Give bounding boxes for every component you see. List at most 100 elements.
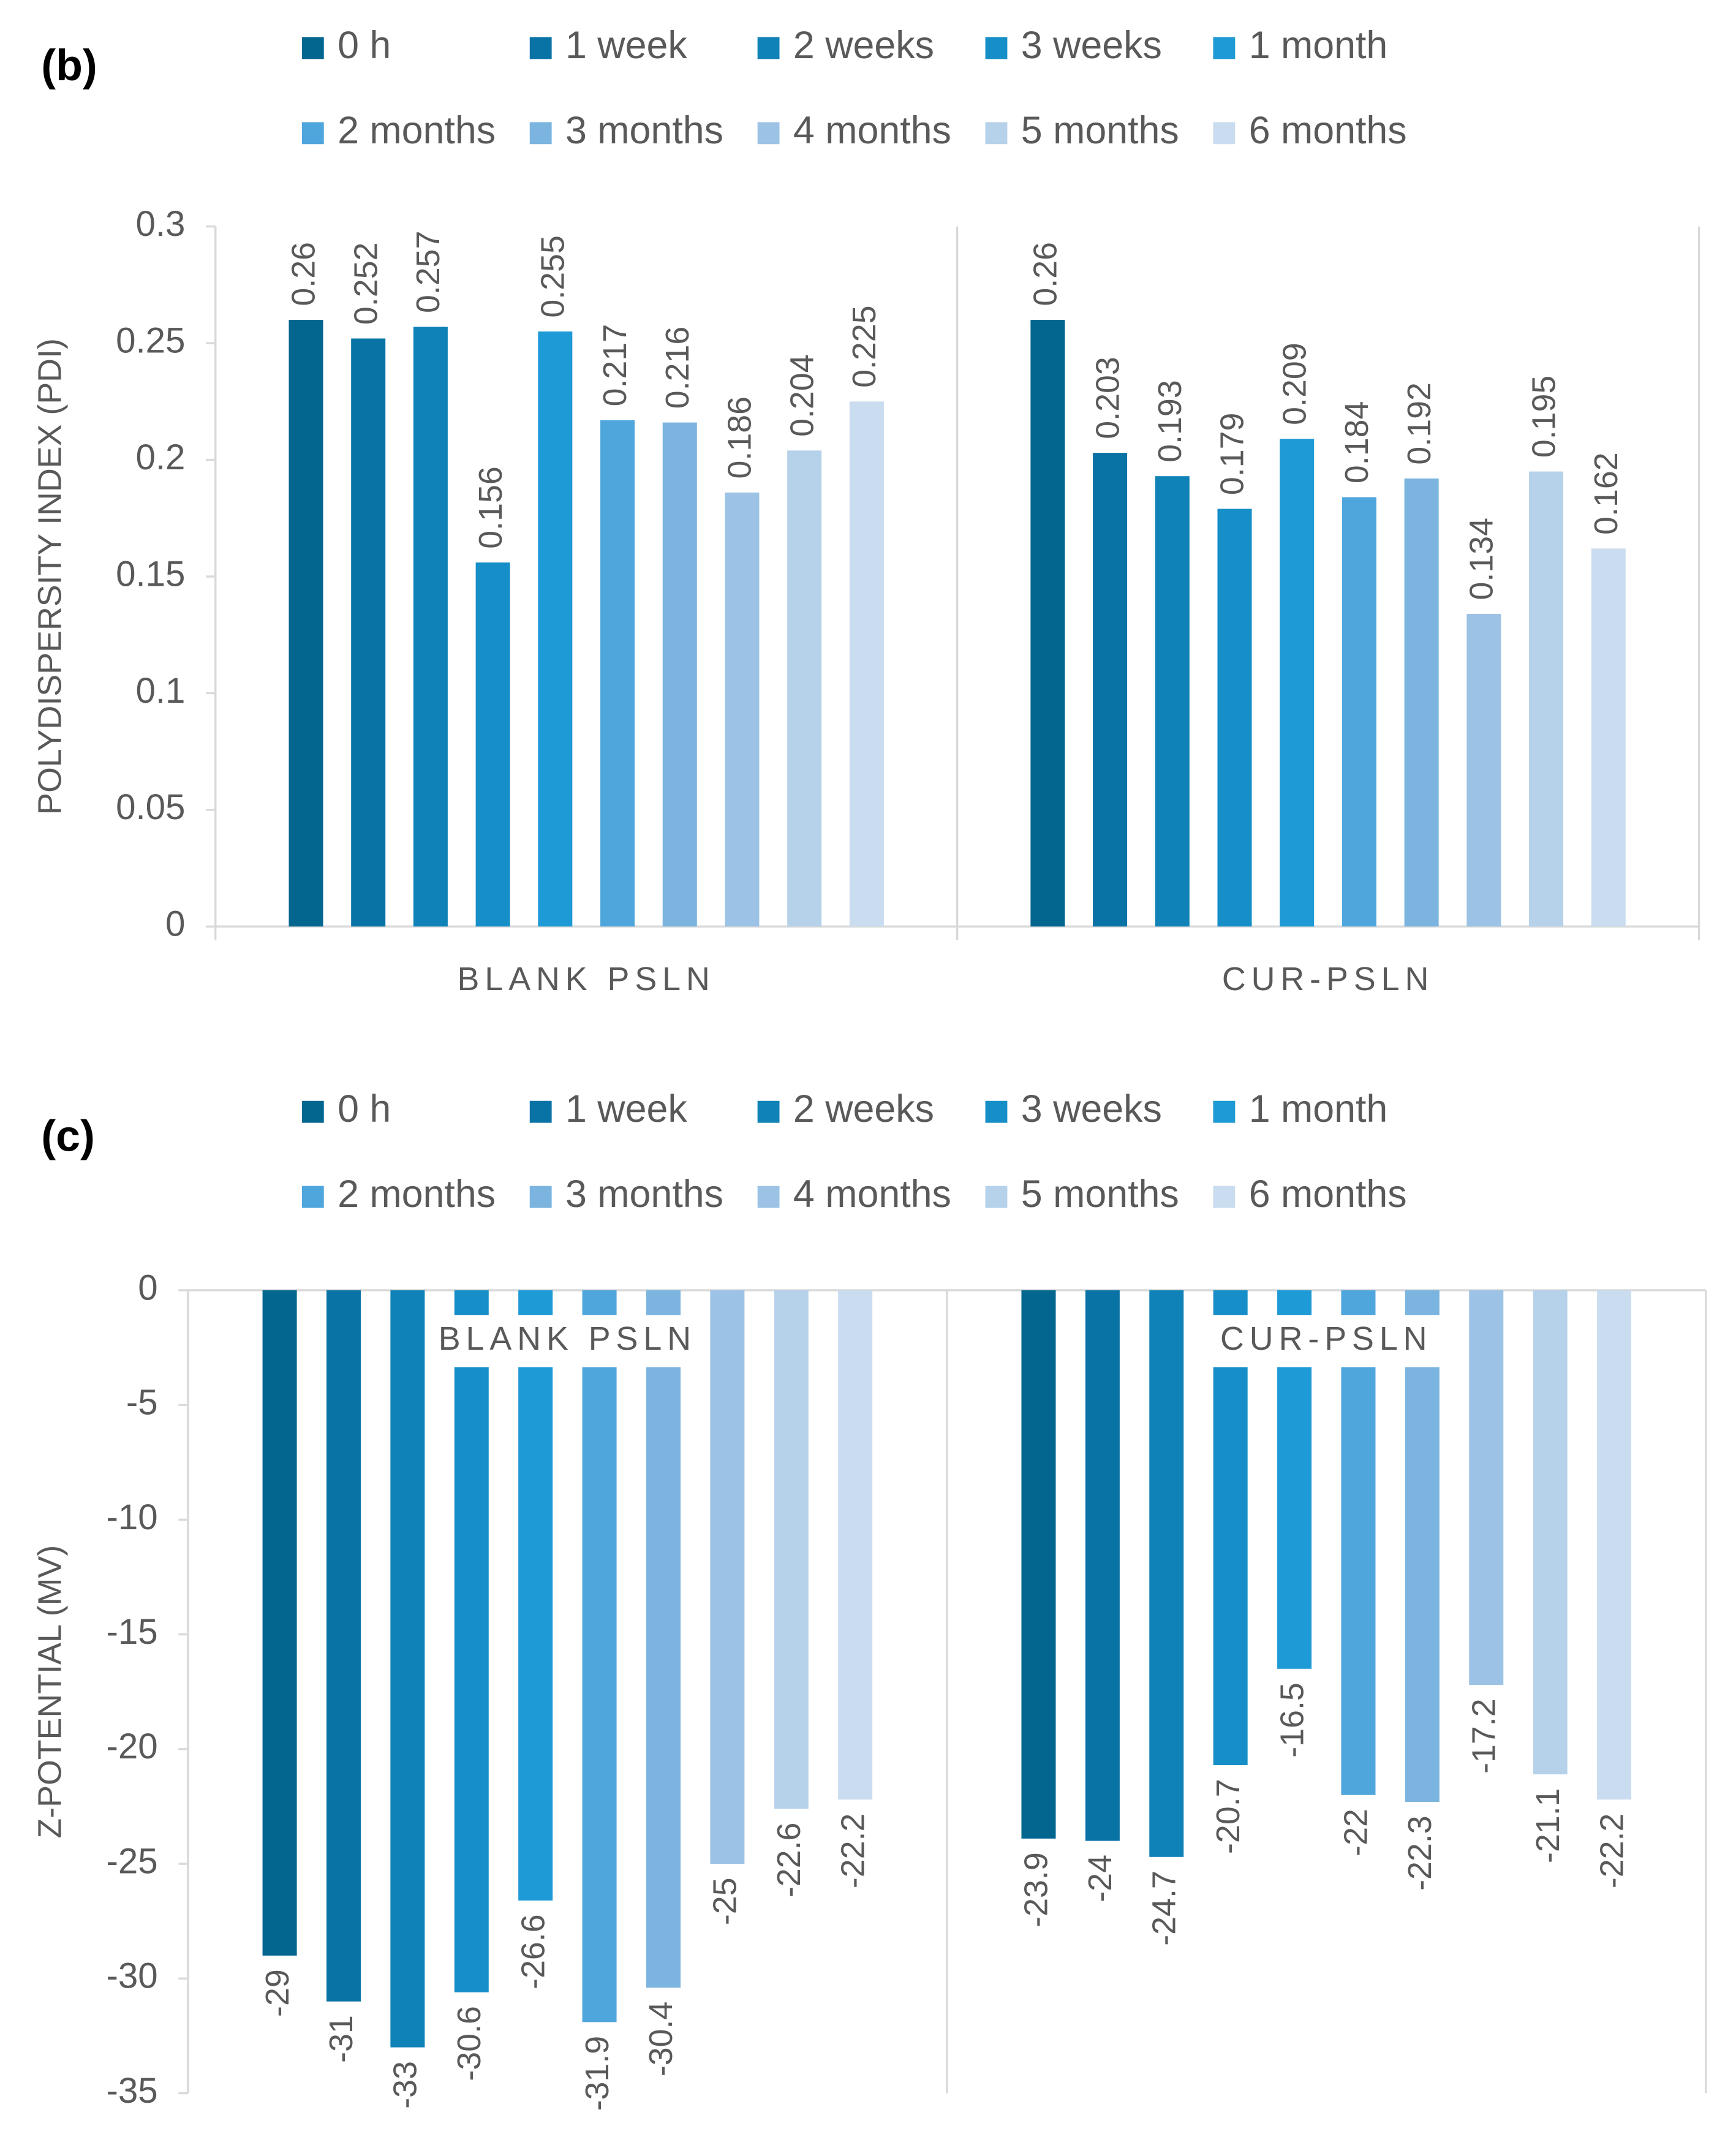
data-label: -31 bbox=[323, 2015, 360, 2063]
legend-label: 2 weeks bbox=[793, 24, 934, 67]
legend-label: 4 months bbox=[793, 1173, 951, 1216]
data-label: 0.26 bbox=[1027, 242, 1064, 306]
data-label: 0.162 bbox=[1588, 452, 1625, 535]
bar bbox=[1093, 453, 1128, 927]
data-label: 0.204 bbox=[783, 354, 820, 437]
bar bbox=[475, 562, 510, 927]
data-label: -33 bbox=[387, 2061, 424, 2109]
data-label: -22.6 bbox=[771, 1823, 807, 1898]
data-label: 0.156 bbox=[472, 466, 509, 549]
category-label-bg bbox=[1189, 1315, 1464, 1368]
bar bbox=[725, 492, 760, 927]
bar bbox=[1030, 320, 1065, 927]
data-label: -24 bbox=[1082, 1855, 1119, 1902]
y-tick-label: -25 bbox=[106, 1841, 157, 1881]
legend-swatch bbox=[757, 1186, 780, 1208]
data-label: -26.6 bbox=[515, 1914, 551, 1989]
legend-label: 0 h bbox=[338, 1088, 391, 1130]
bar bbox=[1217, 509, 1252, 927]
legend-label: 1 week bbox=[565, 1088, 687, 1130]
legend-swatch bbox=[1213, 122, 1236, 145]
legend-label: 3 months bbox=[565, 1173, 723, 1216]
data-label: 0.255 bbox=[535, 235, 572, 318]
legend-swatch bbox=[757, 122, 780, 145]
legend-swatch bbox=[529, 1100, 552, 1123]
bar bbox=[1085, 1290, 1120, 1841]
panel-label: (c) bbox=[41, 1111, 95, 1160]
legend-label: 4 months bbox=[793, 109, 951, 152]
data-label: -21.1 bbox=[1530, 1788, 1566, 1863]
data-label: 0.179 bbox=[1214, 413, 1251, 496]
legend-swatch bbox=[301, 1100, 324, 1123]
y-tick-label: 0.1 bbox=[135, 671, 185, 711]
y-axis-title: Z-POTENTIAL (MV) bbox=[31, 1545, 68, 1839]
bar bbox=[1597, 1290, 1632, 1800]
data-label: 0.252 bbox=[347, 243, 384, 325]
bar bbox=[646, 1290, 681, 1988]
data-label: -22 bbox=[1338, 1809, 1375, 1856]
bar bbox=[518, 1290, 553, 1901]
data-label: 0.26 bbox=[285, 242, 322, 306]
bar bbox=[390, 1290, 425, 2048]
data-label: -20.7 bbox=[1210, 1779, 1247, 1854]
y-tick-label: 0.15 bbox=[116, 554, 185, 594]
legend-swatch bbox=[1213, 1186, 1236, 1208]
data-label: 0.217 bbox=[597, 324, 633, 407]
bar bbox=[1529, 471, 1564, 927]
legend-label: 3 weeks bbox=[1021, 24, 1162, 67]
bar bbox=[710, 1290, 745, 1864]
bar bbox=[1213, 1290, 1248, 1766]
x-tick-label: CUR-PSLN bbox=[1222, 961, 1434, 997]
data-label: 0.195 bbox=[1525, 376, 1562, 458]
data-label: 0.134 bbox=[1463, 518, 1500, 600]
data-label: -25 bbox=[707, 1877, 744, 1925]
legend-swatch bbox=[529, 37, 552, 59]
data-label: 0.209 bbox=[1276, 342, 1313, 425]
legend-swatch bbox=[985, 1100, 1008, 1123]
data-label: -22.2 bbox=[834, 1814, 871, 1889]
bar bbox=[1466, 613, 1501, 927]
data-label: -30.6 bbox=[451, 2006, 488, 2081]
legend-swatch bbox=[301, 122, 324, 145]
bar bbox=[289, 320, 323, 927]
legend-label: 3 months bbox=[565, 109, 723, 152]
bar bbox=[582, 1290, 617, 2022]
data-label: 0.225 bbox=[846, 305, 883, 388]
bar bbox=[774, 1290, 809, 1809]
bar bbox=[1469, 1290, 1504, 1685]
legend-label: 6 months bbox=[1249, 1173, 1407, 1216]
bar bbox=[454, 1290, 489, 1992]
y-tick-label: 0.2 bbox=[135, 437, 185, 477]
bar bbox=[787, 450, 822, 927]
legend-swatch bbox=[757, 1100, 780, 1123]
data-label: -30.4 bbox=[643, 2002, 679, 2077]
legend-label: 2 weeks bbox=[793, 1088, 934, 1130]
bar bbox=[600, 420, 635, 927]
data-label: -17.2 bbox=[1465, 1698, 1502, 1774]
y-tick-label: -15 bbox=[106, 1612, 157, 1652]
bar bbox=[538, 331, 573, 927]
legend-label: 1 month bbox=[1249, 1088, 1388, 1130]
data-label: -16.5 bbox=[1274, 1682, 1310, 1758]
data-label: -23.9 bbox=[1018, 1852, 1055, 1927]
x-tick-label: BLANK PSLN bbox=[458, 961, 715, 997]
y-tick-label: 0 bbox=[138, 1268, 157, 1307]
legend-swatch bbox=[1213, 37, 1236, 59]
y-tick-label: -35 bbox=[106, 2071, 157, 2111]
legend-label: 2 months bbox=[338, 109, 496, 152]
data-label: 0.184 bbox=[1338, 401, 1375, 484]
bar bbox=[1341, 1290, 1376, 1795]
bar bbox=[849, 401, 884, 927]
legend-swatch bbox=[301, 37, 324, 59]
y-tick-label: 0.25 bbox=[116, 320, 185, 360]
data-label: 0.186 bbox=[722, 396, 758, 479]
bar bbox=[662, 422, 697, 927]
panel-label: (b) bbox=[41, 41, 97, 90]
data-label: 0.216 bbox=[659, 327, 696, 409]
legend-label: 2 months bbox=[338, 1173, 496, 1216]
bar bbox=[1404, 479, 1439, 927]
data-label: 0.203 bbox=[1089, 357, 1126, 439]
bar bbox=[326, 1290, 361, 2002]
